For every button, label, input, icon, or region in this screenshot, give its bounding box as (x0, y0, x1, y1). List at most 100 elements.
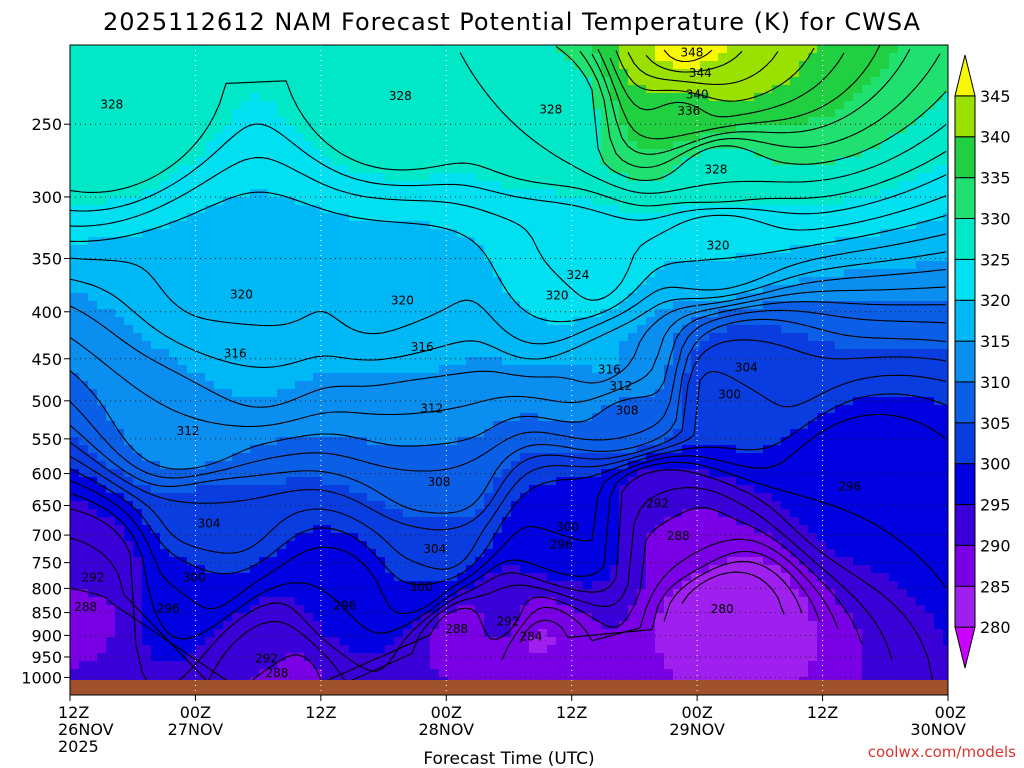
field-cell (286, 549, 296, 558)
field-cell (421, 461, 431, 470)
field-cell (529, 277, 539, 286)
field-cell (70, 85, 80, 94)
field-cell (349, 461, 359, 470)
field-cell (313, 341, 323, 350)
field-cell (322, 429, 332, 438)
field-cell (331, 333, 341, 342)
field-cell (565, 189, 575, 198)
field-cell (79, 261, 89, 270)
field-cell (115, 237, 125, 246)
field-cell (286, 125, 296, 134)
field-cell (277, 245, 287, 254)
field-cell (520, 189, 530, 198)
field-cell (529, 125, 539, 134)
field-cell (394, 413, 404, 422)
field-cell (547, 189, 557, 198)
field-cell (88, 573, 98, 582)
field-cell (502, 301, 512, 310)
field-cell (421, 69, 431, 78)
field-cell (304, 405, 314, 414)
field-cell (349, 509, 359, 518)
field-cell (79, 149, 89, 158)
field-cell (574, 653, 584, 662)
field-cell (448, 341, 458, 350)
field-cell (151, 197, 161, 206)
field-cell (214, 373, 224, 382)
field-cell (529, 669, 539, 678)
field-cell (448, 205, 458, 214)
field-cell (574, 421, 584, 430)
field-cell (133, 285, 143, 294)
field-cell (79, 341, 89, 350)
field-cell (286, 517, 296, 526)
field-cell (574, 277, 584, 286)
field-cell (448, 157, 458, 166)
field-cell (133, 253, 143, 262)
field-cell (367, 589, 377, 598)
field-cell (313, 69, 323, 78)
field-cell (160, 253, 170, 262)
field-cell (439, 69, 449, 78)
field-cell (97, 253, 107, 262)
field-cell (484, 149, 494, 158)
field-cell (430, 221, 440, 230)
field-cell (115, 45, 125, 54)
field-cell (403, 533, 413, 542)
field-cell (250, 189, 260, 198)
field-cell (268, 261, 278, 270)
field-cell (133, 413, 143, 422)
field-cell (241, 533, 251, 542)
field-cell (133, 101, 143, 110)
field-cell (160, 357, 170, 366)
field-cell (538, 261, 548, 270)
field-cell (187, 669, 197, 678)
field-cell (475, 605, 485, 614)
field-cell (160, 413, 170, 422)
field-cell (97, 557, 107, 566)
field-cell (169, 53, 179, 62)
field-cell (142, 341, 152, 350)
field-cell (196, 605, 206, 614)
field-cell (556, 565, 566, 574)
field-cell (529, 389, 539, 398)
field-cell (160, 653, 170, 662)
field-cell (385, 581, 395, 590)
field-cell (313, 317, 323, 326)
field-cell (70, 253, 80, 262)
field-cell (223, 613, 233, 622)
field-cell (574, 53, 584, 62)
field-cell (295, 405, 305, 414)
field-cell (421, 133, 431, 142)
field-cell (214, 69, 224, 78)
field-cell (547, 365, 557, 374)
field-cell (79, 429, 89, 438)
field-cell (214, 125, 224, 134)
field-cell (511, 445, 521, 454)
field-cell (556, 629, 566, 638)
field-cell (439, 181, 449, 190)
field-cell (367, 253, 377, 262)
field-cell (511, 85, 521, 94)
field-cell (313, 413, 323, 422)
field-cell (232, 549, 242, 558)
field-cell (88, 45, 98, 54)
field-cell (376, 669, 386, 678)
field-cell (547, 109, 557, 118)
field-cell (268, 69, 278, 78)
field-cell (160, 661, 170, 670)
field-cell (160, 301, 170, 310)
field-cell (520, 301, 530, 310)
field-cell (358, 381, 368, 390)
field-cell (394, 317, 404, 326)
field-cell (115, 525, 125, 534)
field-cell (187, 453, 197, 462)
field-cell (448, 581, 458, 590)
field-cell (457, 221, 467, 230)
field-cell (277, 613, 287, 622)
field-cell (493, 237, 503, 246)
field-cell (610, 285, 620, 294)
field-cell (304, 541, 314, 550)
field-cell (376, 205, 386, 214)
field-cell (439, 453, 449, 462)
field-cell (565, 373, 575, 382)
